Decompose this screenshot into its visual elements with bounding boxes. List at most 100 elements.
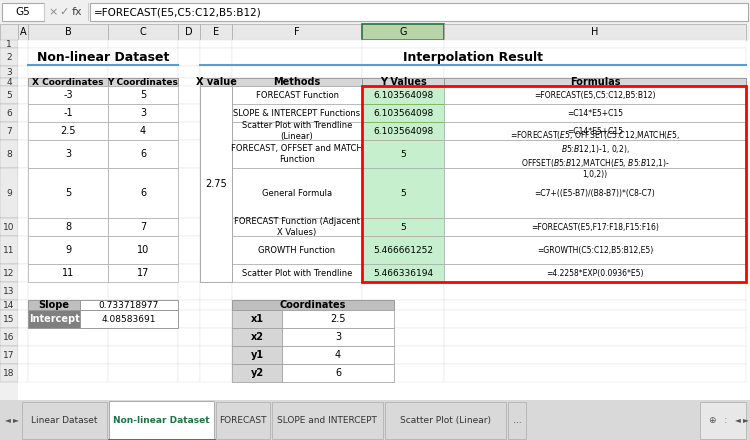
Bar <box>232 328 362 346</box>
Bar <box>28 168 108 218</box>
Bar <box>28 346 108 364</box>
Text: 0.733718977: 0.733718977 <box>99 301 159 309</box>
Bar <box>108 40 178 48</box>
Bar <box>232 346 362 364</box>
Bar <box>88 3 89 21</box>
Bar <box>200 86 232 104</box>
Bar <box>0 310 18 328</box>
Bar <box>232 48 362 66</box>
Text: fx: fx <box>72 7 82 17</box>
Bar <box>232 168 362 218</box>
Bar <box>22 402 106 439</box>
Text: E: E <box>213 27 219 37</box>
Text: Slope: Slope <box>38 300 70 310</box>
Text: =GROWTH(C5:C12,B5:B12,E5): =GROWTH(C5:C12,B5:B12,E5) <box>537 246 653 254</box>
Text: 17: 17 <box>3 351 15 359</box>
Text: 9: 9 <box>65 245 71 255</box>
Bar <box>282 346 394 364</box>
Bar <box>444 40 746 48</box>
Bar <box>444 24 746 40</box>
Text: -1: -1 <box>63 108 73 118</box>
Bar <box>28 86 108 104</box>
Text: 7: 7 <box>140 222 146 232</box>
Text: 8: 8 <box>6 150 12 158</box>
Bar <box>232 364 362 382</box>
Bar <box>444 300 746 310</box>
Bar <box>232 122 362 140</box>
Bar <box>232 310 362 328</box>
Bar <box>362 218 444 236</box>
Bar <box>18 86 28 104</box>
Bar <box>362 168 444 218</box>
Text: 5: 5 <box>64 188 71 198</box>
Bar <box>80 310 178 328</box>
Bar <box>18 104 28 122</box>
Bar <box>200 104 232 122</box>
Bar <box>282 364 394 382</box>
Bar <box>362 122 444 140</box>
Bar <box>362 48 444 66</box>
Text: 17: 17 <box>136 268 149 278</box>
Bar <box>232 218 362 236</box>
Bar <box>108 48 178 66</box>
Bar <box>108 104 178 122</box>
Bar <box>362 104 444 122</box>
Bar <box>28 140 108 168</box>
Bar <box>444 104 746 122</box>
Text: C: C <box>140 27 146 37</box>
Bar <box>28 168 108 218</box>
Bar <box>232 218 362 236</box>
Text: Scatter Plot (Linear): Scatter Plot (Linear) <box>400 415 491 425</box>
Bar <box>28 310 108 328</box>
Bar <box>444 78 746 86</box>
Bar <box>200 364 232 382</box>
Text: 5.466661252: 5.466661252 <box>373 246 433 254</box>
Bar <box>444 122 746 140</box>
Bar <box>28 236 108 264</box>
Bar <box>200 328 232 346</box>
Bar <box>28 104 108 122</box>
Text: 6: 6 <box>6 109 12 117</box>
Text: 3: 3 <box>140 108 146 118</box>
Bar <box>0 78 18 86</box>
Bar <box>178 86 200 104</box>
Text: x2: x2 <box>251 332 263 342</box>
Bar <box>444 310 746 328</box>
Text: 6: 6 <box>335 368 341 378</box>
Bar <box>232 40 362 48</box>
Text: ►: ► <box>743 415 749 425</box>
Bar <box>0 104 18 122</box>
Text: Non-linear Dataset: Non-linear Dataset <box>113 415 210 425</box>
Bar <box>28 122 108 140</box>
Bar <box>108 86 178 104</box>
Bar <box>0 48 18 66</box>
Bar <box>178 140 200 168</box>
Bar <box>0 300 18 310</box>
Bar <box>28 328 108 346</box>
Bar <box>18 218 28 236</box>
Bar <box>444 140 746 168</box>
Bar <box>0 282 18 300</box>
Bar <box>108 168 178 218</box>
Bar <box>28 264 108 282</box>
Bar <box>0 140 18 168</box>
Bar <box>108 66 178 78</box>
Text: ...: ... <box>513 415 521 425</box>
Text: 11: 11 <box>62 268 74 278</box>
Bar <box>362 300 444 310</box>
Bar <box>108 140 178 168</box>
Bar <box>178 310 200 328</box>
Bar <box>232 346 282 364</box>
Bar <box>444 168 746 218</box>
Bar <box>108 364 178 382</box>
Bar <box>444 346 746 364</box>
Text: ◄: ◄ <box>735 415 741 425</box>
Text: H: H <box>591 27 598 37</box>
Text: 4: 4 <box>335 350 341 360</box>
Text: D: D <box>185 27 193 37</box>
Text: y2: y2 <box>251 368 263 378</box>
Bar <box>18 300 28 310</box>
Bar <box>232 66 362 78</box>
Text: 13: 13 <box>3 286 15 296</box>
Text: =C7+((E5-B7)/(B8-B7))*(C8-C7): =C7+((E5-B7)/(B8-B7))*(C8-C7) <box>535 188 656 198</box>
